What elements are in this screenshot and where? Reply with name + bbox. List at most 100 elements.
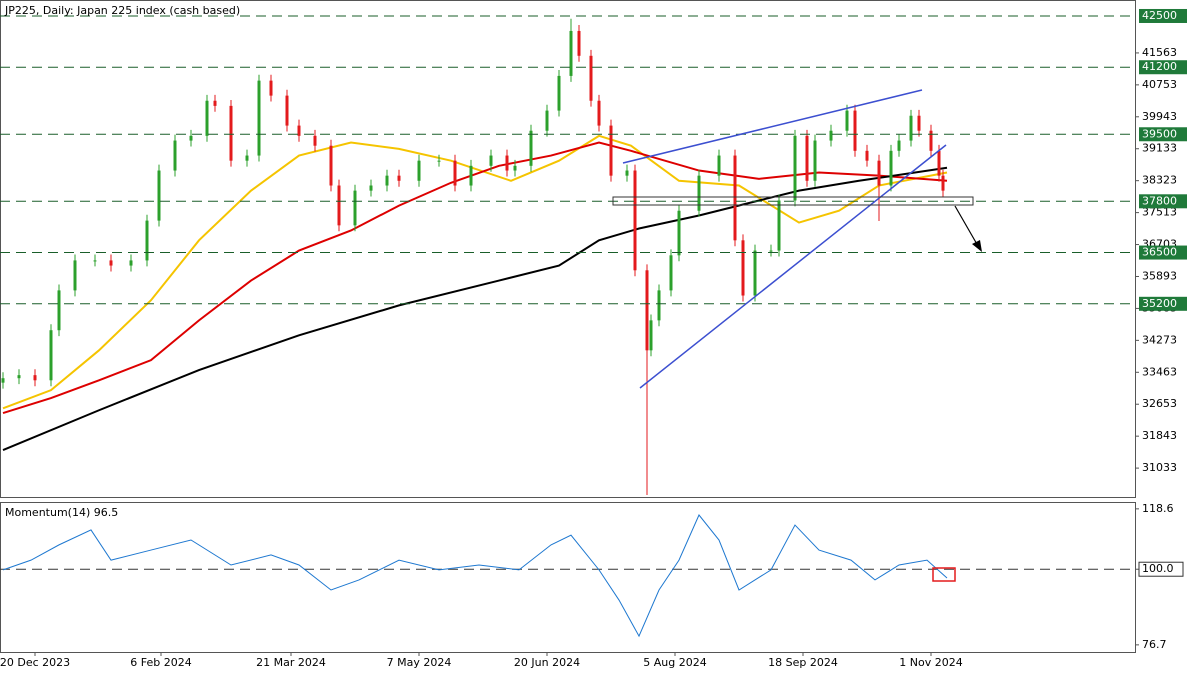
x-tick-label: 7 May 2024 (387, 656, 452, 669)
candle-body (777, 200, 781, 251)
momentum-panel-frame (0, 502, 1136, 653)
candle-body (557, 75, 561, 111)
candle-body (469, 165, 473, 186)
level-label: 39500 (1142, 127, 1177, 140)
level-label-box (1139, 127, 1187, 142)
highlight-box (932, 567, 956, 582)
y-tick-label: 100.0 (1142, 562, 1174, 575)
candle-body (73, 260, 77, 291)
candle-body (733, 155, 737, 241)
candle-body (57, 290, 61, 331)
candle-body (337, 185, 341, 226)
candle-body (569, 30, 573, 76)
candle-body (1, 378, 5, 383)
candle-body (545, 110, 549, 131)
momentum-line (2, 514, 948, 638)
candle-body (609, 125, 613, 176)
level-label-box (1139, 8, 1187, 23)
candle-body (865, 150, 869, 161)
candle-body (769, 250, 773, 252)
level-label: 42500 (1142, 9, 1177, 22)
main-panel-frame (0, 0, 1136, 498)
candle-body (909, 115, 913, 141)
candle-body (529, 130, 533, 166)
candle-body (805, 135, 809, 181)
indicator-title: Momentum(14) 96.5 (5, 506, 118, 519)
candle-body (513, 165, 517, 171)
candle-body (245, 155, 249, 161)
candle-body (717, 155, 721, 176)
y-tick-label: 39943 (1142, 110, 1177, 123)
candle-body (753, 250, 757, 296)
y-tick-label: 31843 (1142, 429, 1177, 442)
y-tick-label: 32653 (1142, 397, 1177, 410)
level-label: 41200 (1142, 60, 1177, 73)
x-tick-label: 6 Feb 2024 (130, 656, 191, 669)
candle-body (257, 80, 261, 156)
candle-body (633, 170, 637, 271)
y-tick-label: 76.7 (1142, 638, 1167, 651)
candle-body (889, 150, 893, 186)
x-tick-label: 1 Nov 2024 (899, 656, 962, 669)
level-label-box (1139, 245, 1187, 260)
y-tick-label: 38323 (1142, 174, 1177, 187)
candle-body (397, 175, 401, 181)
arrow (954, 205, 979, 247)
candle-body (109, 260, 113, 266)
candle-body (93, 260, 97, 262)
level-label-box (1139, 60, 1187, 75)
x-tick-label: 20 Jun 2024 (514, 656, 580, 669)
moving-average (2, 141, 948, 414)
candle-body (173, 140, 177, 171)
plot: 4156340753399433913338323375133670335893… (0, 8, 1187, 669)
candle-body (657, 290, 661, 321)
level-label: 36500 (1142, 246, 1177, 259)
candle-body (649, 320, 653, 351)
trendline (622, 89, 923, 164)
x-tick-label: 21 Mar 2024 (256, 656, 326, 669)
y-tick-label: 34273 (1142, 333, 1177, 346)
candle-body (877, 160, 881, 186)
candle-body (597, 100, 601, 126)
candle-body (313, 135, 317, 146)
candle-body (669, 255, 673, 291)
y-tick-label: 31033 (1142, 461, 1177, 474)
candle-body (917, 115, 921, 131)
candle-body (129, 260, 133, 266)
y-tick-label: 35893 (1142, 269, 1177, 282)
candle-body (813, 140, 817, 181)
candle-body (941, 175, 945, 191)
y-tick-label: 37513 (1142, 206, 1177, 219)
candle-body (417, 160, 421, 181)
x-tick-label: 18 Sep 2024 (768, 656, 838, 669)
candle-body (589, 55, 593, 101)
candle-body (453, 160, 457, 186)
candle-body (829, 130, 833, 141)
moving-average (2, 166, 948, 452)
candle-body (437, 160, 441, 162)
candle-body (645, 270, 649, 351)
candle-body (505, 155, 509, 171)
candle-body (353, 190, 357, 226)
candle-body (205, 100, 209, 136)
candle-body (369, 185, 373, 191)
y-tick-label: 118.6 (1142, 502, 1174, 515)
candle-body (33, 375, 37, 381)
candle-body (269, 80, 273, 96)
candle-body (741, 240, 745, 296)
chart-title: JP225, Daily: Japan 225 index (cash base… (4, 4, 240, 17)
x-tick-label: 20 Dec 2023 (0, 656, 70, 669)
candle-body (793, 135, 797, 201)
trendline (639, 144, 947, 389)
candle-body (937, 150, 941, 176)
candle-body (17, 375, 21, 379)
level-label: 37800 (1142, 194, 1177, 207)
candle-body (625, 170, 629, 176)
candle-body (845, 110, 849, 131)
level-label-box (1139, 296, 1187, 311)
candle-body (853, 110, 857, 151)
candle-body (697, 175, 701, 211)
support-zone (612, 196, 974, 206)
candle-body (297, 125, 301, 136)
